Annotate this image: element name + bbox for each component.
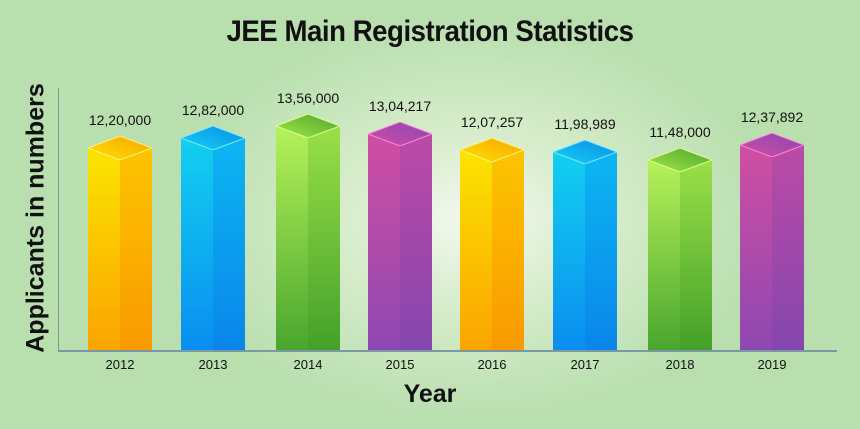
bar-2012 — [88, 136, 152, 350]
x-axis-line — [58, 350, 837, 352]
x-tick-2019: 2019 — [757, 357, 787, 372]
x-tick-2018: 2018 — [665, 357, 695, 372]
value-label-2017: 11,98,989 — [554, 116, 616, 132]
x-tick-2014: 2014 — [293, 357, 323, 372]
value-label-2016: 12,07,257 — [460, 114, 524, 130]
x-tick-2017: 2017 — [570, 357, 600, 372]
value-label-2012: 12,20,000 — [88, 112, 152, 128]
bar-2016 — [460, 138, 524, 350]
chart-title: JEE Main Registration Statistics — [226, 15, 634, 48]
y-axis-line — [58, 88, 59, 351]
x-tick-2016: 2016 — [477, 357, 507, 372]
bar-2015 — [368, 122, 432, 350]
x-tick-2015: 2015 — [385, 357, 415, 372]
bar-2017 — [553, 140, 617, 350]
value-label-2014: 13,56,000 — [276, 90, 340, 106]
x-tick-2012: 2012 — [105, 357, 135, 372]
bar-2019 — [740, 133, 804, 350]
bar-2014 — [276, 114, 340, 350]
value-label-2015: 13,04,217 — [368, 98, 432, 114]
value-label-2019: 12,37,892 — [740, 109, 804, 125]
value-label-2013: 12,82,000 — [181, 102, 245, 118]
bar-2018 — [648, 148, 712, 350]
x-tick-2013: 2013 — [198, 357, 228, 372]
bar-2013 — [181, 126, 245, 350]
y-axis-label: Applicants in numbers — [21, 83, 50, 353]
value-label-2018: 11,48,000 — [649, 124, 711, 140]
x-axis-label: Year — [403, 380, 457, 408]
